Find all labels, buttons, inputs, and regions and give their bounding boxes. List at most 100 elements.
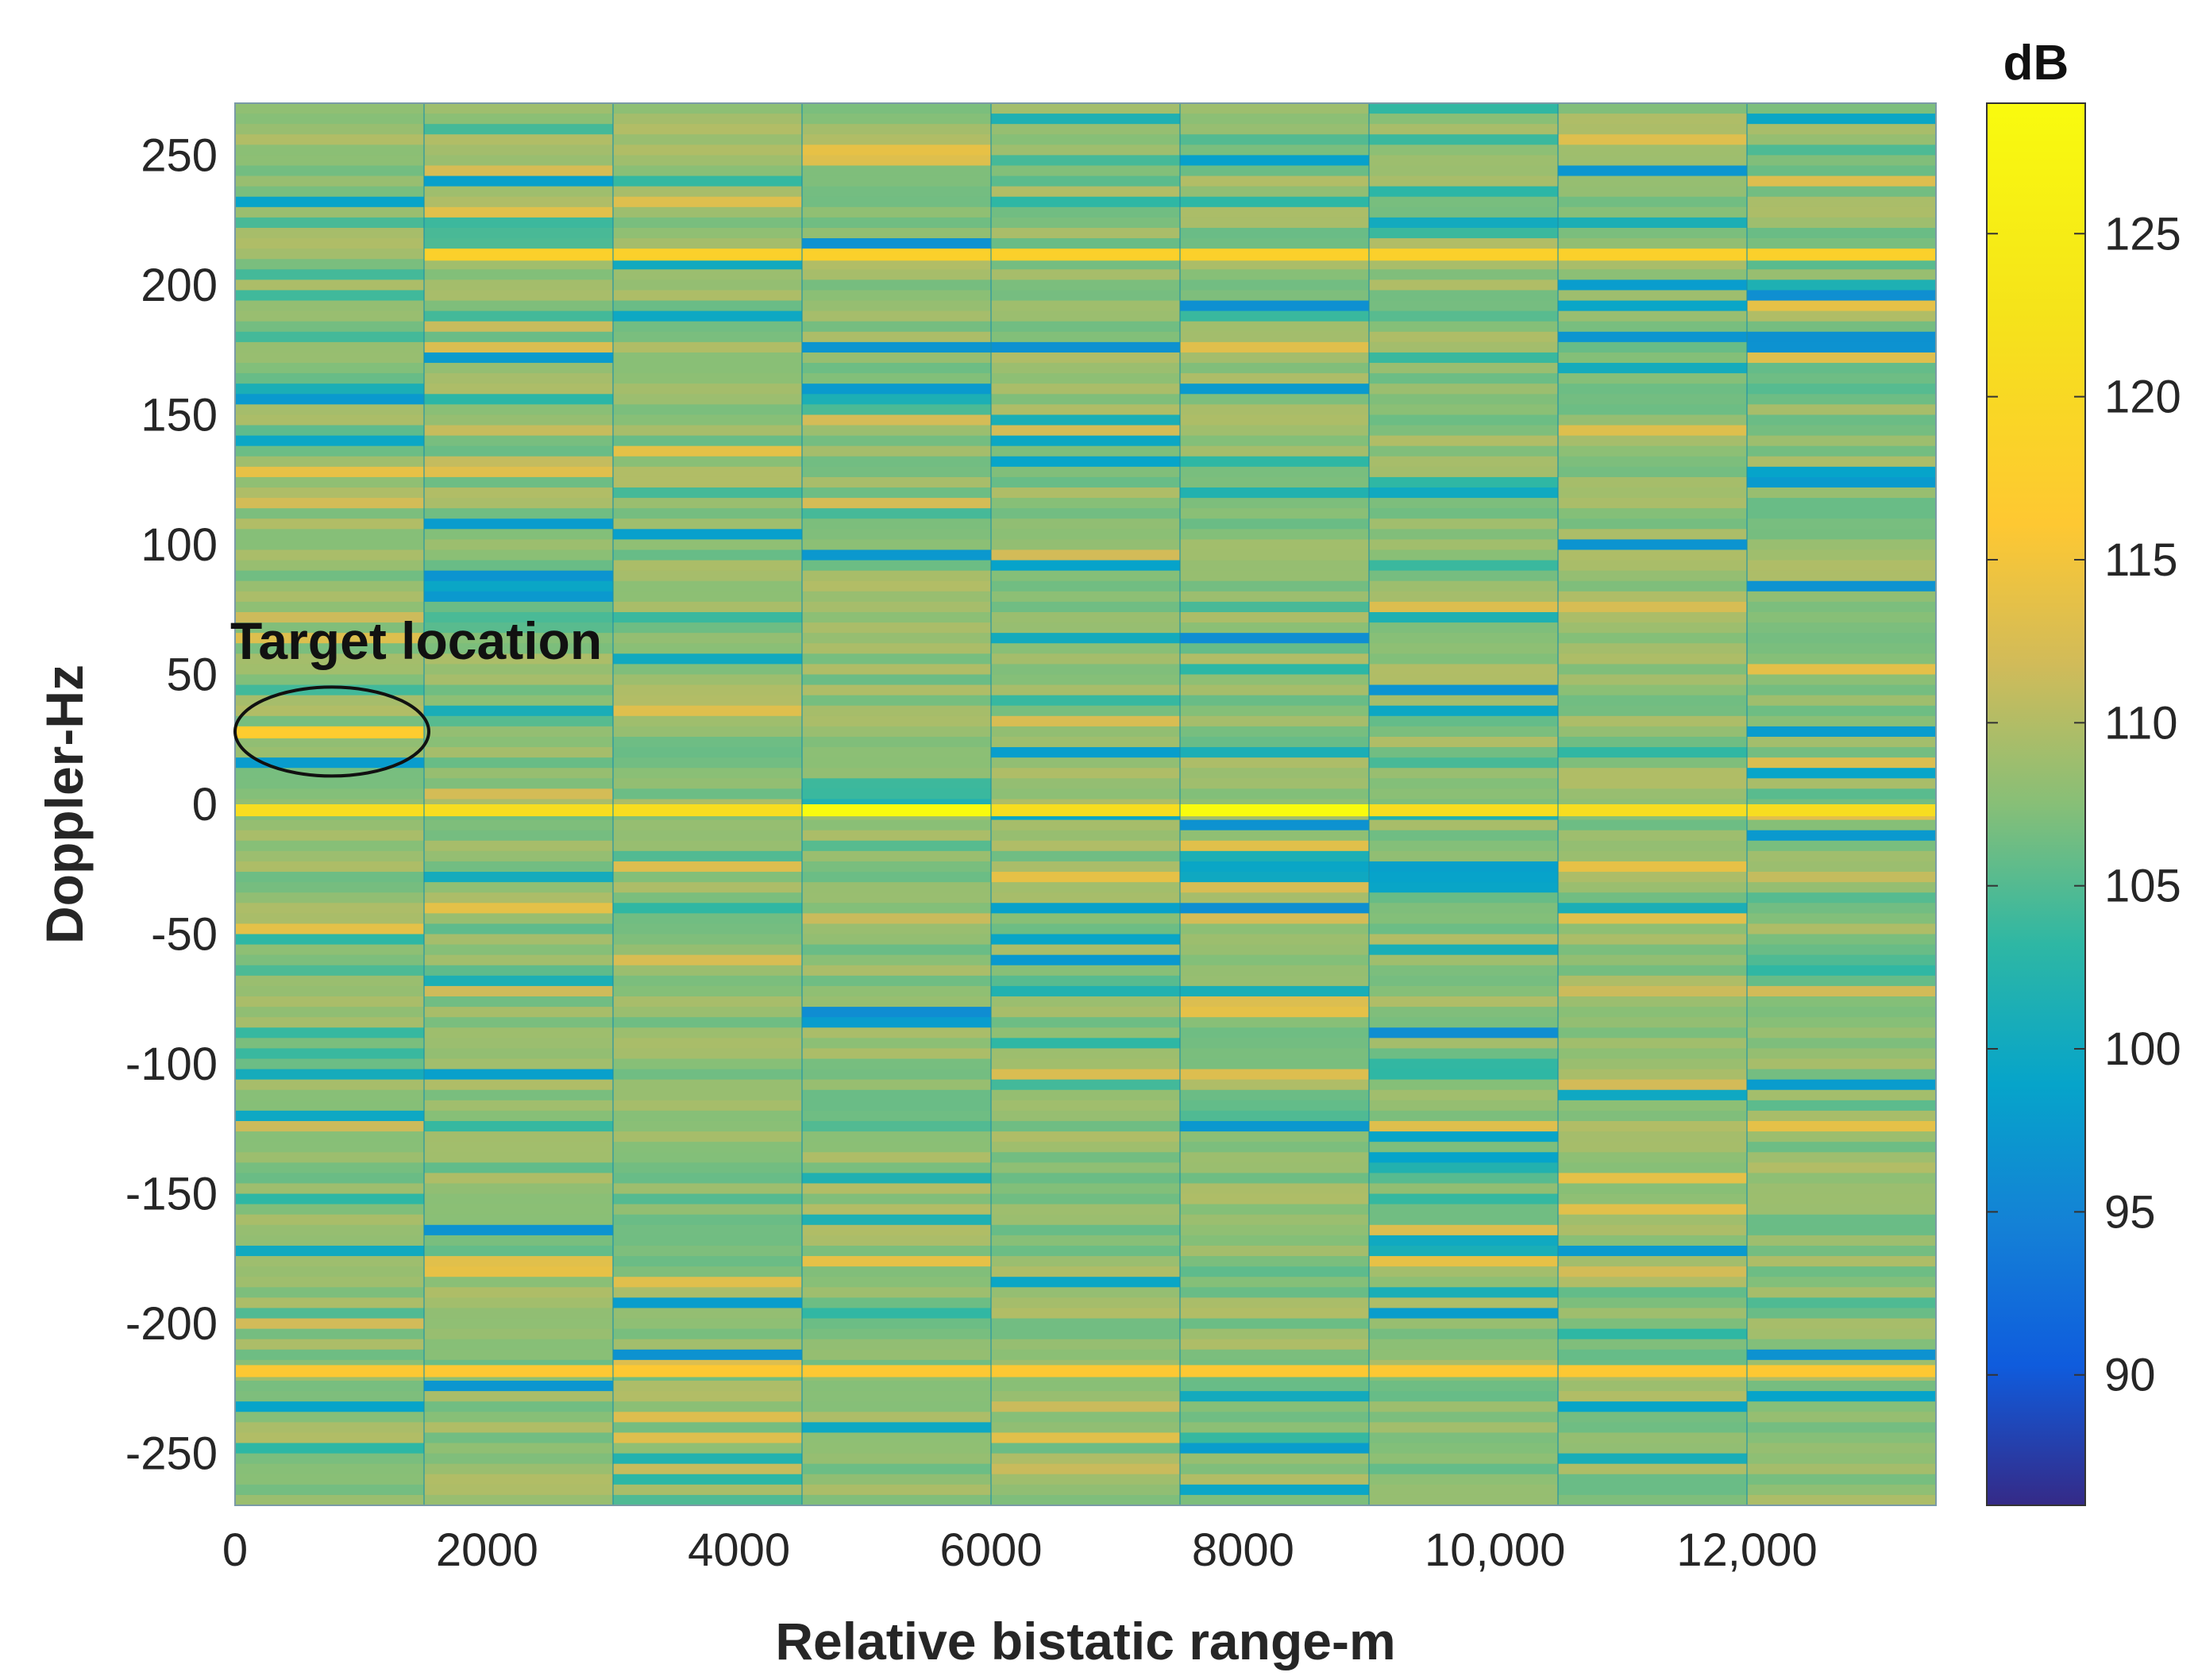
heatmap-cell xyxy=(235,736,424,748)
heatmap-cell xyxy=(1558,1256,1747,1267)
heatmap-cell xyxy=(424,1401,613,1412)
heatmap-cell xyxy=(424,290,613,302)
heatmap-cell xyxy=(613,757,802,769)
heatmap-cell xyxy=(802,331,991,343)
heatmap-cell xyxy=(1369,674,1558,686)
heatmap-cell xyxy=(1369,1297,1558,1309)
heatmap-cell xyxy=(424,331,613,343)
heatmap-cell xyxy=(613,819,802,831)
heatmap-cell xyxy=(424,684,613,696)
heatmap-cell xyxy=(1558,425,1747,437)
heatmap-cell xyxy=(1747,383,1936,395)
heatmap-cell xyxy=(235,279,424,291)
heatmap-cell xyxy=(991,1173,1180,1185)
heatmap-cell xyxy=(802,1432,991,1444)
heatmap-cell xyxy=(991,934,1180,946)
heatmap-cell xyxy=(1747,954,1936,966)
heatmap-cell xyxy=(1558,1328,1747,1340)
heatmap-cell xyxy=(991,466,1180,478)
heatmap-cell xyxy=(1558,882,1747,893)
heatmap-cell xyxy=(235,1162,424,1173)
heatmap-cell xyxy=(1747,903,1936,914)
heatmap-cell xyxy=(1180,175,1369,187)
heatmap-cell xyxy=(1369,1048,1558,1060)
heatmap-cell xyxy=(613,633,802,644)
heatmap-cell xyxy=(1369,882,1558,893)
heatmap-cell xyxy=(613,1453,802,1465)
heatmap-cell xyxy=(991,954,1180,966)
heatmap-cell xyxy=(1180,1328,1369,1340)
heatmap-cell xyxy=(1369,456,1558,468)
x-axis: 0 2000 4000 6000 8000 10,000 12,000 xyxy=(222,1524,1818,1576)
heatmap-cell xyxy=(1369,165,1558,177)
x-tick-label: 8000 xyxy=(1192,1524,1294,1576)
heatmap-cell xyxy=(1747,300,1936,312)
heatmap-cell xyxy=(1180,1193,1369,1205)
heatmap-cell xyxy=(991,715,1180,727)
heatmap-cell xyxy=(802,1204,991,1216)
heatmap-cell xyxy=(991,1297,1180,1309)
heatmap-cell xyxy=(1369,508,1558,519)
heatmap-cell xyxy=(1558,487,1747,499)
heatmap-cell xyxy=(613,363,802,374)
heatmap-cell xyxy=(1747,1297,1936,1309)
heatmap-cell xyxy=(1747,466,1936,478)
heatmap-cell xyxy=(1369,923,1558,935)
heatmap-cell xyxy=(991,310,1180,322)
heatmap-cell xyxy=(424,695,613,707)
heatmap-cell xyxy=(1558,1142,1747,1153)
heatmap-cell xyxy=(613,622,802,634)
heatmap-cell xyxy=(1369,518,1558,530)
heatmap-cell xyxy=(613,1412,802,1423)
heatmap-cell xyxy=(991,736,1180,748)
heatmap-cell xyxy=(613,1235,802,1247)
heatmap-cell xyxy=(235,186,424,198)
heatmap-cell xyxy=(1558,830,1747,842)
heatmap-cell xyxy=(1747,321,1936,333)
heatmap-cell xyxy=(1369,373,1558,384)
heatmap-cell xyxy=(1180,487,1369,499)
heatmap-cell xyxy=(1369,498,1558,509)
heatmap-cell xyxy=(235,508,424,519)
heatmap-cell xyxy=(235,611,424,623)
heatmap-cell xyxy=(802,1089,991,1101)
heatmap-cell xyxy=(1180,591,1369,603)
heatmap-cell xyxy=(1180,518,1369,530)
heatmap-cell xyxy=(1369,300,1558,312)
heatmap-cell xyxy=(235,331,424,343)
x-tick-label: 6000 xyxy=(939,1524,1042,1576)
heatmap-cell xyxy=(1180,1453,1369,1465)
heatmap-cell xyxy=(1747,1328,1936,1340)
heatmap-cell xyxy=(613,1391,802,1402)
heatmap-cell xyxy=(613,498,802,509)
heatmap-cell xyxy=(1747,1110,1936,1122)
heatmap-cell xyxy=(424,1204,613,1216)
heatmap-cell xyxy=(1747,394,1936,405)
heatmap-cell xyxy=(802,383,991,395)
heatmap-cell xyxy=(235,965,424,977)
heatmap-cell xyxy=(235,290,424,302)
heatmap-cell xyxy=(1180,259,1369,270)
heatmap-cell xyxy=(1180,1069,1369,1081)
heatmap-cell xyxy=(991,1474,1180,1485)
heatmap-cell xyxy=(1558,363,1747,374)
heatmap-cell xyxy=(1558,944,1747,956)
heatmap-cell xyxy=(1369,1474,1558,1485)
heatmap-cell xyxy=(424,352,613,364)
heatmap-cell xyxy=(991,529,1180,541)
heatmap-cell xyxy=(802,1193,991,1205)
heatmap-cell xyxy=(1180,1256,1369,1267)
heatmap-cell xyxy=(424,1277,613,1288)
heatmap-cell xyxy=(1180,466,1369,478)
heatmap-cell xyxy=(424,560,613,572)
heatmap-cell xyxy=(802,435,991,447)
heatmap-cell xyxy=(802,664,991,676)
heatmap-cell xyxy=(1747,1162,1936,1173)
heatmap-cell xyxy=(1558,352,1747,364)
heatmap-cell xyxy=(1747,757,1936,769)
heatmap-cell xyxy=(1558,321,1747,333)
heatmap-cell xyxy=(1747,768,1936,779)
heatmap-cell xyxy=(424,518,613,530)
heatmap-cell xyxy=(1369,1235,1558,1247)
heatmap-cell xyxy=(1747,1349,1936,1361)
